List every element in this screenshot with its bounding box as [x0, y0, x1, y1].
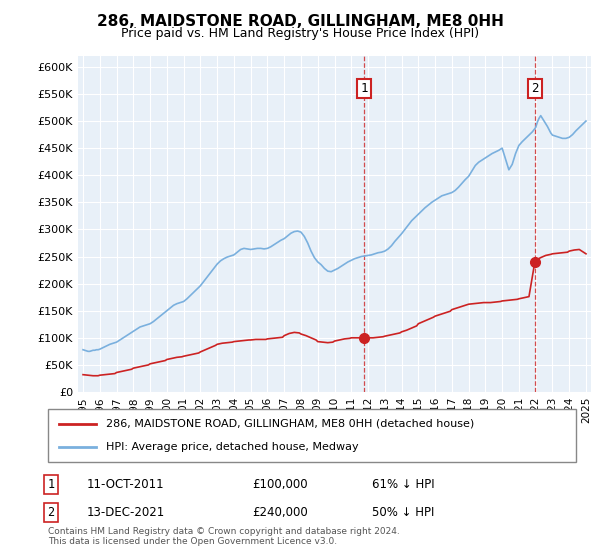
Text: 13-DEC-2021: 13-DEC-2021	[87, 506, 165, 519]
Text: Price paid vs. HM Land Registry's House Price Index (HPI): Price paid vs. HM Land Registry's House …	[121, 27, 479, 40]
Text: Contains HM Land Registry data © Crown copyright and database right 2024.
This d: Contains HM Land Registry data © Crown c…	[48, 526, 400, 546]
Text: 2: 2	[531, 82, 539, 95]
Text: 286, MAIDSTONE ROAD, GILLINGHAM, ME8 0HH: 286, MAIDSTONE ROAD, GILLINGHAM, ME8 0HH	[97, 14, 503, 29]
Text: £240,000: £240,000	[252, 506, 308, 519]
Text: HPI: Average price, detached house, Medway: HPI: Average price, detached house, Medw…	[106, 442, 359, 452]
Text: £100,000: £100,000	[252, 478, 308, 491]
Text: 61% ↓ HPI: 61% ↓ HPI	[372, 478, 434, 491]
Text: 1: 1	[47, 478, 55, 491]
Text: 286, MAIDSTONE ROAD, GILLINGHAM, ME8 0HH (detached house): 286, MAIDSTONE ROAD, GILLINGHAM, ME8 0HH…	[106, 419, 475, 429]
Text: 2: 2	[47, 506, 55, 519]
Text: 11-OCT-2011: 11-OCT-2011	[87, 478, 164, 491]
Text: 50% ↓ HPI: 50% ↓ HPI	[372, 506, 434, 519]
Text: 1: 1	[361, 82, 368, 95]
FancyBboxPatch shape	[48, 409, 576, 462]
